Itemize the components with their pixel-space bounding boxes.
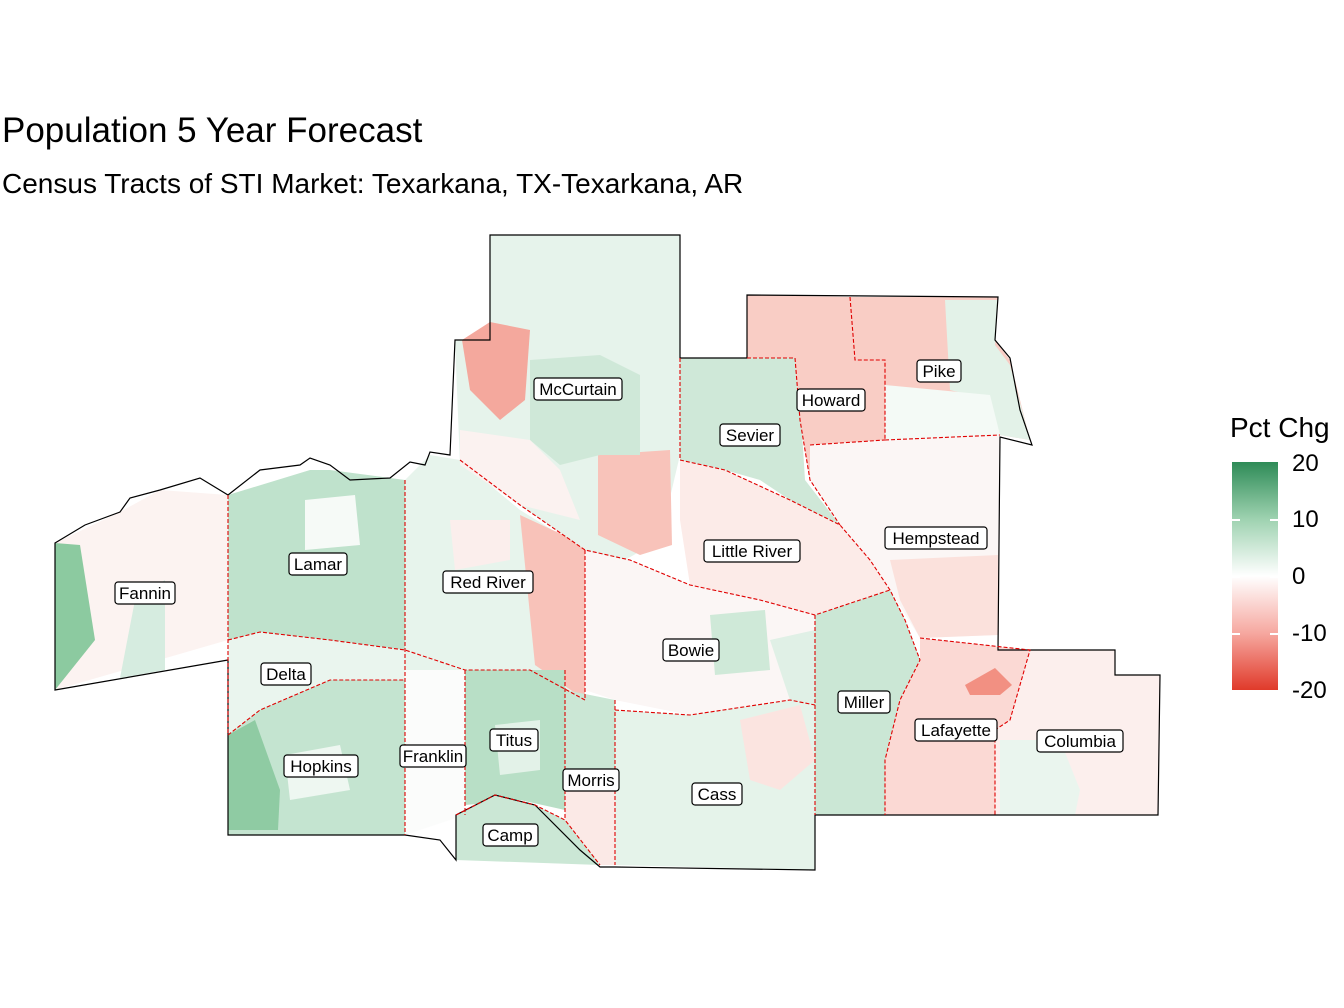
- county-label-howard: Howard: [796, 388, 866, 412]
- county-howard: [747, 295, 885, 480]
- legend-tick-label: 10: [1292, 506, 1319, 533]
- county-label-hempstead: Hempstead: [884, 526, 988, 550]
- county-label-miller: Miller: [837, 690, 891, 714]
- legend-tick-mark: [1270, 633, 1278, 635]
- county-label-camp-text: Camp: [487, 826, 532, 845]
- county-label-pike: Pike: [916, 359, 962, 383]
- tract-morris-south: [565, 775, 615, 865]
- county-label-fannin-text: Fannin: [119, 584, 171, 603]
- county-label-cass: Cass: [691, 782, 743, 806]
- county-label-delta-text: Delta: [266, 665, 306, 684]
- county-label-pike-text: Pike: [922, 362, 955, 381]
- tract-bowie-east: [770, 630, 815, 705]
- tract-hempstead-south: [890, 555, 998, 638]
- tract-lamar-inner: [305, 495, 360, 550]
- county-bowie: [585, 550, 815, 715]
- legend-tick-mark: [1270, 519, 1278, 521]
- county-label-franklin: Franklin: [399, 744, 467, 768]
- tract-lafayette-lake: [965, 668, 1012, 695]
- county-label-morris-text: Morris: [567, 771, 614, 790]
- legend-tick-label: -20: [1292, 677, 1327, 704]
- county-label-sevier: Sevier: [719, 423, 781, 447]
- county-label-little-river: Little River: [703, 539, 801, 563]
- tract-cass-east: [740, 705, 815, 790]
- tract-pike-south: [885, 385, 1000, 440]
- legend-tick-mark: [1232, 633, 1240, 635]
- county-label-hempstead-text: Hempstead: [893, 529, 980, 548]
- county-label-hopkins-text: Hopkins: [290, 757, 351, 776]
- county-label-red-river-text: Red River: [450, 573, 526, 592]
- county-label-delta: Delta: [260, 662, 312, 686]
- county-label-mccurtain: McCurtain: [533, 377, 623, 401]
- county-little-river: [680, 460, 890, 615]
- county-label-fannin: Fannin: [114, 581, 176, 605]
- county-label-camp: Camp: [482, 823, 539, 847]
- county-label-lafayette-text: Lafayette: [921, 721, 991, 740]
- tract-fannin-west: [55, 543, 95, 690]
- legend-title: Pct Chg: [1230, 412, 1330, 443]
- tract-columbia-west: [1000, 740, 1080, 815]
- tract-mccurtain-lower: [460, 430, 580, 520]
- legend-tick-label: 0: [1292, 563, 1306, 590]
- map-title: Population 5 Year Forecast: [2, 111, 423, 150]
- tract-mccurtain-west: [462, 322, 530, 420]
- county-label-howard-text: Howard: [802, 391, 861, 410]
- county-label-lamar-text: Lamar: [294, 555, 343, 574]
- county-label-titus-text: Titus: [496, 731, 532, 750]
- county-label-columbia: Columbia: [1036, 729, 1124, 753]
- county-label-hopkins: Hopkins: [283, 754, 359, 778]
- county-boundaries: [227, 296, 1031, 866]
- county-label-columbia-text: Columbia: [1044, 732, 1116, 751]
- legend-tick-mark: [1232, 519, 1240, 521]
- county-delta: [228, 632, 405, 735]
- county-label-little-river-text: Little River: [712, 542, 793, 561]
- county-label-bowie: Bowie: [662, 638, 720, 662]
- tract-pike-east: [945, 300, 1030, 440]
- county-label-lafayette: Lafayette: [914, 718, 998, 742]
- county-label-morris: Morris: [562, 768, 620, 792]
- legend-tick-label: 20: [1292, 450, 1319, 477]
- county-label-cass-text: Cass: [698, 785, 737, 804]
- legend-tick-mark: [1232, 576, 1240, 578]
- county-label-sevier-text: Sevier: [726, 426, 775, 445]
- county-label-franklin-text: Franklin: [403, 747, 463, 766]
- map-subtitle: Census Tracts of STI Market: Texarkana, …: [2, 168, 744, 199]
- tract-mccurtain-mid: [530, 355, 640, 465]
- tract-mccurtain-south: [598, 450, 672, 555]
- tract-red-river-mid: [450, 520, 510, 570]
- tract-bowie-center: [710, 610, 770, 675]
- tract-red-river-east: [520, 515, 585, 700]
- legend-tick-label: -10: [1292, 620, 1327, 647]
- county-label-miller-text: Miller: [844, 693, 885, 712]
- county-label-titus: Titus: [489, 728, 539, 752]
- legend-tick-mark: [1270, 576, 1278, 578]
- tract-hopkins-west: [228, 720, 280, 830]
- county-label-lamar: Lamar: [288, 552, 348, 576]
- county-label-mccurtain-text: McCurtain: [539, 380, 616, 399]
- county-label-red-river: Red River: [442, 570, 534, 594]
- county-label-bowie-text: Bowie: [668, 641, 714, 660]
